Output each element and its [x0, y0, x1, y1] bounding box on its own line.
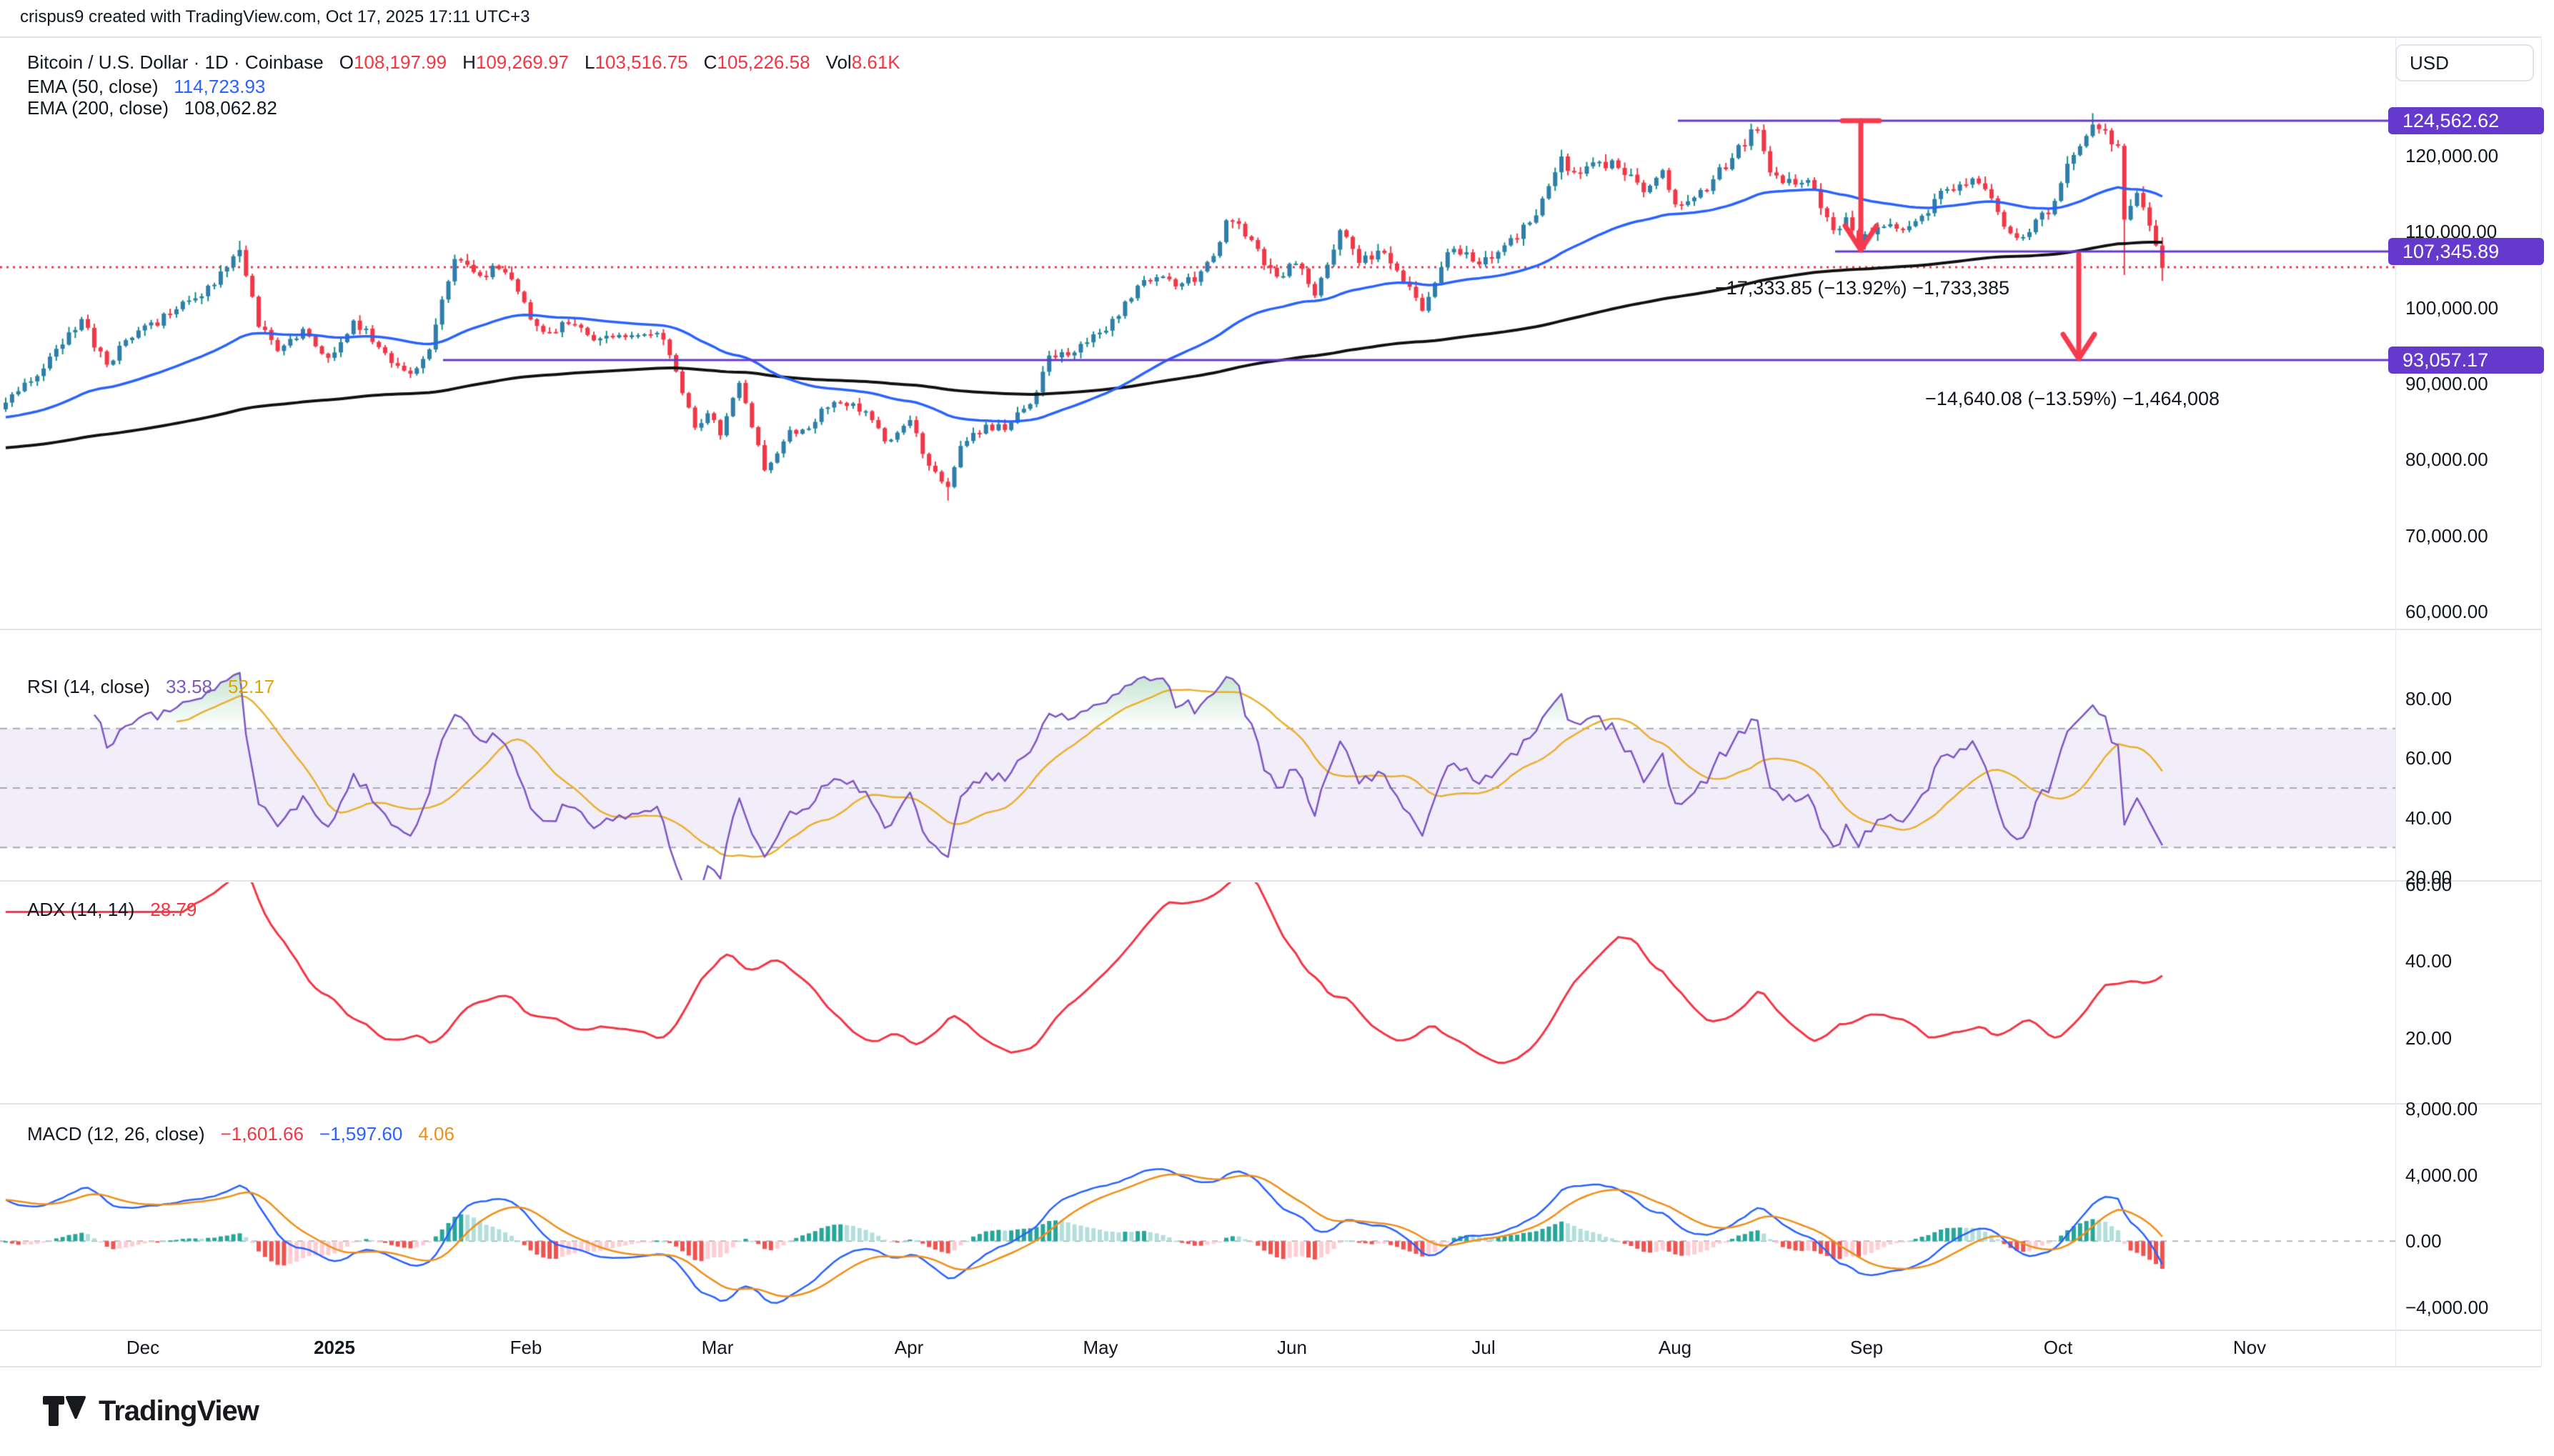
ema50-value: 114,723.93 [174, 76, 266, 97]
scale-right-border [2541, 37, 2542, 1367]
price-level-badge[interactable]: 93,057.17 [2388, 346, 2544, 374]
scale-tick-label: 60,000.00 [2405, 601, 2488, 622]
ohlc-item: Vol8.61K [825, 51, 900, 73]
drop-annotation-1-label[interactable]: −17,333.85 (−13.92%) −1,733,385 [1714, 277, 2010, 299]
ohlc-item: O108,197.99 [339, 51, 447, 73]
time-axis-label: 2025 [314, 1337, 355, 1358]
time-axis-label: Mar [701, 1337, 734, 1358]
scale-tick-label: 80,000.00 [2405, 449, 2488, 470]
scale-tick-label: 70,000.00 [2405, 525, 2488, 547]
scale-tick-label: 60.00 [2405, 747, 2453, 769]
scale-tick-label: 100,000.00 [2405, 297, 2499, 319]
price-level-badge[interactable]: 124,562.62 [2388, 107, 2544, 134]
ema50-legend-row[interactable]: EMA (50, close) 114,723.93 [27, 76, 265, 98]
scale-tick-label: 20.00 [2405, 867, 2453, 888]
scale-tick-label: −4,000.00 [2405, 1297, 2489, 1318]
scale-tick-label: 80.00 [2405, 688, 2453, 709]
indicator-value: 28.79 [150, 899, 197, 920]
rsi-legend-row[interactable]: RSI (14, close) 33.58 52.17 [27, 676, 274, 698]
ohlc-item: H109,269.97 [462, 51, 570, 73]
time-axis-label: Feb [510, 1337, 542, 1358]
tradingview-wordmark: TradingView [99, 1395, 259, 1427]
pane-separator [0, 1366, 2541, 1367]
pane-separator [0, 629, 2541, 630]
scale-tick-label: 120,000.00 [2405, 145, 2499, 166]
indicator-value: −1,597.60 [319, 1123, 403, 1145]
rsi-label: RSI (14, close) [27, 676, 150, 697]
drop-annotation-2-label[interactable]: −14,640.08 (−13.59%) −1,464,008 [1924, 388, 2220, 409]
scale-left-border [2395, 37, 2396, 1367]
adx-legend-row[interactable]: ADX (14, 14) 28.79 [27, 899, 197, 921]
time-axis-label: May [1083, 1337, 1118, 1358]
indicator-value: 33.58 [165, 676, 213, 697]
time-axis-label: Jul [1471, 1337, 1496, 1358]
ohlc-item: L103,516.75 [585, 51, 688, 73]
scale-tick-label: 60.00 [2405, 874, 2453, 895]
indicator-value: 4.06 [418, 1123, 454, 1145]
time-axis-label: Oct [2043, 1337, 2073, 1358]
time-axis-label: Nov [2232, 1337, 2267, 1358]
time-axis-label: Dec [126, 1337, 160, 1358]
scale-tick-label: 90,000.00 [2405, 373, 2488, 394]
pane-separator [0, 36, 2541, 38]
price-level-badge[interactable]: 107,345.89 [2388, 238, 2544, 265]
main-legend-row[interactable]: Bitcoin / U.S. Dollar · 1D · Coinbase O10… [27, 51, 916, 74]
time-axis-label: Sep [1849, 1337, 1884, 1358]
indicator-value: 52.17 [228, 676, 275, 697]
scale-tick-label: 40.00 [2405, 950, 2453, 972]
ema50-label: EMA (50, close) [27, 76, 159, 97]
symbol-title: Bitcoin / U.S. Dollar · 1D · Coinbase [27, 51, 324, 73]
ema200-label: EMA (200, close) [27, 97, 169, 119]
pane-separator [0, 1103, 2541, 1105]
time-axis-label: Apr [894, 1337, 924, 1358]
scale-tick-label: 4,000.00 [2405, 1165, 2478, 1186]
scale-tick-label: 40.00 [2405, 807, 2453, 829]
indicator-value: −1,601.66 [220, 1123, 304, 1145]
scale-tick-label: 0.00 [2405, 1230, 2442, 1252]
time-axis-label: Aug [1658, 1337, 1692, 1358]
ema200-legend-row[interactable]: EMA (200, close) 108,062.82 [27, 97, 277, 119]
tradingview-mark-icon [43, 1396, 86, 1426]
time-axis-label: Jun [1277, 1337, 1307, 1358]
scale-tick-label: 20.00 [2405, 1027, 2453, 1049]
ema200-value: 108,062.82 [184, 97, 277, 119]
chart-plot-canvas[interactable] [0, 0, 2395, 1367]
pane-separator [0, 1330, 2541, 1331]
macd-label: MACD (12, 26, close) [27, 1123, 205, 1145]
ohlc-item: C105,226.58 [703, 51, 810, 73]
scale-tick-label: 8,000.00 [2405, 1098, 2478, 1120]
pane-separator [0, 880, 2541, 882]
tradingview-logo[interactable]: TradingView [41, 1395, 259, 1427]
currency-toggle-button[interactable]: USD [2395, 44, 2534, 81]
adx-label: ADX (14, 14) [27, 899, 135, 920]
macd-legend-row[interactable]: MACD (12, 26, close) −1,601.66 −1,597.60 4.… [27, 1123, 454, 1145]
